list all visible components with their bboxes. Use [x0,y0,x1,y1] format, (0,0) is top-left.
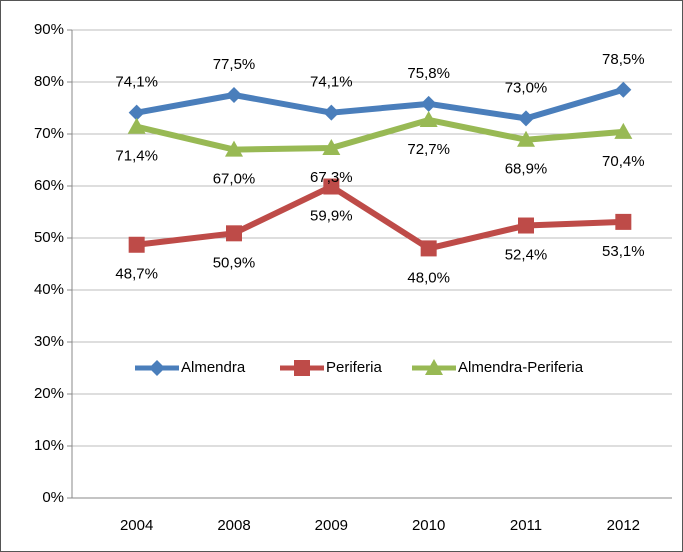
marker [420,240,437,257]
marker [128,104,145,121]
data-label: 74,1% [310,74,353,91]
marker [127,117,146,134]
y-tick-label: 0% [42,489,64,506]
x-tick-label: 2010 [412,517,445,534]
data-label: 78,5% [602,51,645,68]
data-label: 73,0% [505,79,548,96]
marker [615,213,632,230]
y-tick-label: 90% [34,21,64,38]
data-label: 77,5% [213,56,256,73]
data-label: 52,4% [505,246,548,263]
marker [226,225,242,242]
marker [518,110,534,127]
marker [615,81,632,98]
y-tick-label: 10% [34,437,64,454]
y-tick-label: 80% [34,73,64,90]
y-tick-label: 60% [34,177,64,194]
y-tick-label: 30% [34,333,64,350]
y-tick-label: 70% [34,125,64,142]
data-label: 50,9% [213,254,256,271]
data-label: 72,7% [407,141,450,158]
legend-label: Periferia [326,359,383,376]
data-label: 48,0% [407,269,450,286]
data-label: 70,4% [602,153,645,170]
data-label: 75,8% [407,65,450,82]
series-line [135,116,624,153]
data-label: 71,4% [115,148,158,165]
series-line [136,86,625,122]
marker [518,217,534,234]
x-tick-label: 2008 [217,517,250,534]
marker [419,110,438,127]
y-tick-label: 20% [34,385,64,402]
series-line [136,183,624,252]
marker [517,130,535,147]
x-tick-label: 2011 [510,517,542,534]
marker [226,87,242,103]
marker [322,139,341,156]
y-tick-label: 40% [34,281,64,298]
marker [323,178,340,195]
y-tick-label: 50% [34,229,64,246]
marker [128,236,145,253]
marker [149,360,165,376]
data-label: 67,0% [213,171,256,188]
data-label: 68,9% [505,161,548,178]
data-label: 74,1% [115,74,158,91]
x-tick-label: 2004 [120,517,153,534]
marker [294,360,310,376]
marker [225,140,243,157]
data-label: 48,7% [115,266,158,283]
x-tick-label: 2012 [607,517,640,534]
legend-label: Almendra [181,359,246,376]
marker [323,104,340,121]
data-label: 59,9% [310,207,353,224]
data-label: 53,1% [602,243,645,260]
marker [425,359,443,375]
marker [420,95,437,112]
legend: Almendra Periferia Almendra-Periferia [135,359,584,376]
marker [614,122,633,139]
legend-label: Almendra-Periferia [458,359,584,376]
x-tick-label: 2009 [315,517,348,534]
data-label: 67,3% [310,169,353,186]
